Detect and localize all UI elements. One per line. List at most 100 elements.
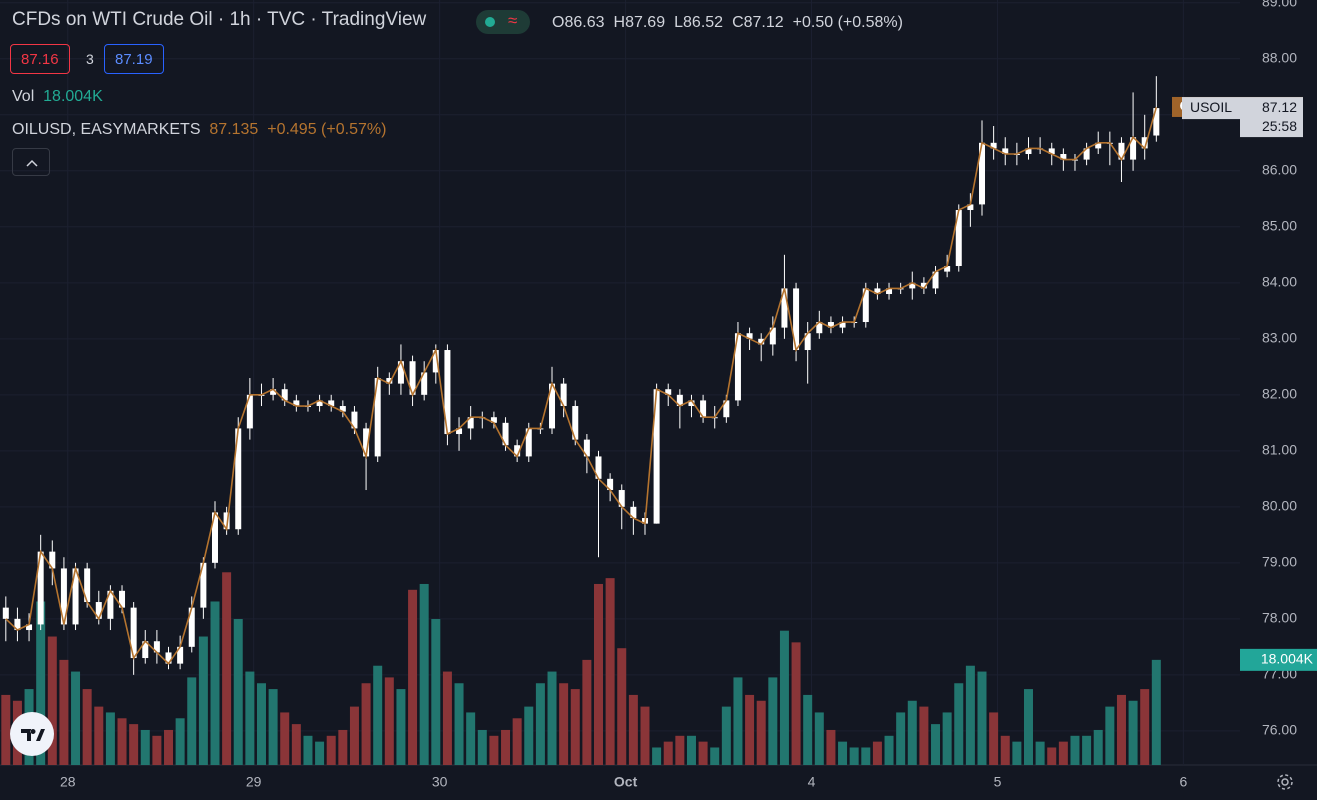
volume-bar [838,741,848,765]
volume-bar [1012,741,1022,765]
candle-body [235,428,242,530]
volume-bar [1093,729,1103,765]
compare-name: OILUSD, EASYMARKETS [12,121,201,138]
candle-body [1083,148,1090,160]
candle-body [1118,142,1125,160]
candle-body [107,590,114,619]
candle-body [293,400,300,407]
candle-body [1095,142,1102,149]
volume-bar [129,724,139,765]
volume-bar [1140,689,1150,765]
y-tick-label: 84.00 [1262,274,1297,290]
candle-body [60,568,67,625]
chart-title: CFDs on WTI Crude Oil · 1h · TVC · Tradi… [12,9,427,30]
status-pill[interactable]: ≈ [476,10,530,34]
volume-bar [1151,659,1161,765]
y-tick-label: 79.00 [1262,554,1297,570]
volume-bar [954,683,964,765]
candle-body [14,618,21,631]
volume-bar [338,729,348,765]
candle-body [781,288,788,328]
usoil-tag-name: USOIL [1190,99,1232,115]
volume-bar [175,718,185,765]
candle-body [874,288,881,295]
volume-bar [872,741,882,765]
volume-bar [524,706,534,765]
settings-icon[interactable] [1277,774,1293,790]
legend-key: L [674,14,684,31]
usoil-tag-name-bg [1182,97,1240,120]
volume-bar [663,741,673,765]
x-tick-label: 30 [432,774,448,790]
candle-body [49,551,56,569]
legend-value: 87.12 [743,14,784,31]
candle-body [72,568,79,625]
candle-body [502,422,509,446]
candle-body [1153,108,1160,136]
volume-bar [1047,747,1057,765]
volume-value: 18.004K [43,88,103,105]
legend-value: 86.63 [564,14,605,31]
status-icon: ≈ [508,11,518,30]
legend-value: 86.52 [683,14,724,31]
volume-bar [94,706,104,765]
candle-body [746,333,753,339]
volume-bar [919,706,929,765]
candle-body [1141,137,1148,149]
usoil-countdown: 25:58 [1262,118,1297,134]
volume-bar [349,706,359,765]
y-tick-label: 76.00 [1262,722,1297,738]
y-tick-label: 81.00 [1262,442,1297,458]
legend-value: 87.69 [625,14,666,31]
volume-bar [768,677,778,765]
candle-body [1060,154,1067,160]
volume-bar [187,677,197,765]
volume-bar [501,729,511,765]
volume-bar [931,724,941,765]
candle-body [804,333,811,351]
volume-bar [222,572,232,765]
volume-bar [512,718,522,765]
volume-bar [408,589,418,765]
collapse-button[interactable] [12,148,50,176]
compare-change: +0.495 (+0.57%) [267,121,387,138]
volume-bar [117,718,127,765]
candle-body [839,322,846,328]
legend-key: O [552,14,565,31]
candle-body [397,361,404,384]
candle-body [932,271,939,289]
volume-bar [617,648,627,765]
volume-bar [849,747,859,765]
candle-body [444,350,451,435]
volume-bar [268,689,278,765]
volume-bar [965,665,975,765]
candle-body [200,562,207,608]
tradingview-logo[interactable] [10,712,54,756]
candle-body [270,389,277,395]
volume-bar [745,694,755,765]
candle-body [560,383,567,407]
candle-body [188,607,195,647]
volume-bar [326,735,336,765]
ask-box[interactable]: 87.19 [104,44,164,74]
volume-bar [280,712,290,765]
candle-body [862,288,869,323]
volume-bar [82,689,92,765]
candle-body [351,411,358,429]
volume-bar [198,636,208,765]
volume-bar [442,671,452,765]
volume-bar [605,578,615,765]
candle-body [816,322,823,334]
candle-body [1025,148,1032,155]
candle-body [630,506,637,519]
bid-box[interactable]: 87.16 [10,44,70,74]
collapse-icon [26,159,38,167]
candle-body [177,646,184,664]
ohlc-legend: O86.63 H87.69 L86.52 C87.12 +0.50 (+0.58%) [552,14,903,32]
candle-body [688,400,695,407]
candle-body [583,439,590,457]
candle-body [26,624,33,631]
y-tick-label: 89.00 [1262,0,1297,10]
volume-bar [675,735,685,765]
volume-bar [419,583,429,765]
